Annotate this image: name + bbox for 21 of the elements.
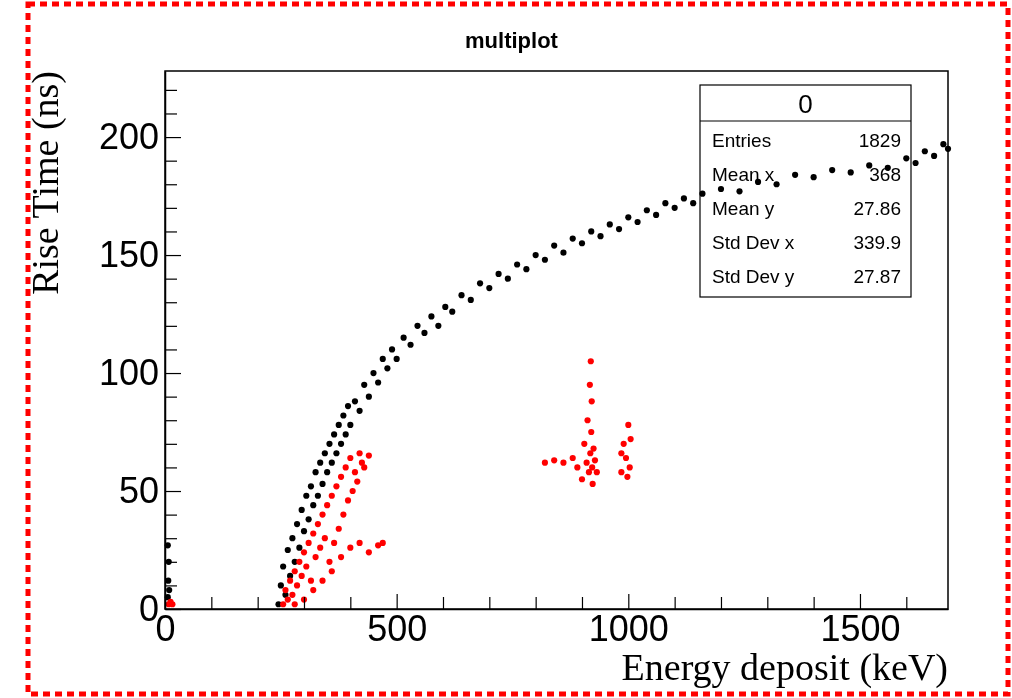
annotation: 0 (798, 89, 813, 119)
y-tick-label: 150 (98, 234, 159, 276)
annotation: Std Dev x (712, 232, 795, 253)
x-tick-label: 500 (367, 607, 428, 649)
x-tick-label: 1500 (820, 607, 901, 649)
y-tick-label: 100 (98, 352, 159, 394)
y-tick-label: 50 (118, 470, 159, 512)
annotation: Mean y (712, 198, 775, 219)
annotation: 27.87 (853, 266, 901, 287)
annotation: 1829 (858, 130, 901, 151)
annotation: Std Dev y (712, 266, 795, 287)
x-tick-label: 1000 (588, 607, 669, 649)
annotation: 339.9 (853, 232, 901, 253)
annotation: 368 (869, 164, 901, 185)
x-axis-title: Energy deposit (keV) (621, 646, 948, 689)
annotation: Entries (712, 130, 772, 151)
y-axis-title: Rise Time (ns) (24, 71, 67, 295)
annotation: Mean x (712, 164, 775, 185)
chart-title: multiplot (465, 28, 559, 53)
annotation: 27.86 (853, 198, 901, 219)
y-tick-label: 200 (98, 116, 159, 158)
